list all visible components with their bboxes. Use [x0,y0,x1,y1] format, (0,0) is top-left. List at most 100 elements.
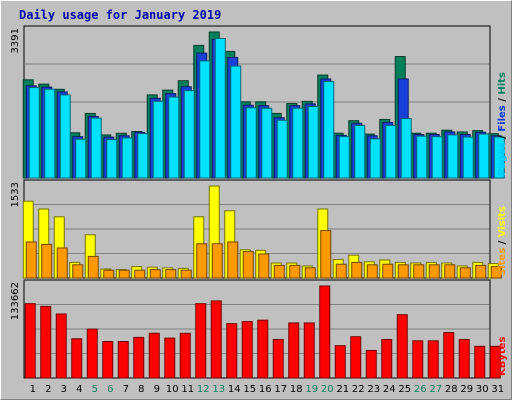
bar-kbytes-kbytes-5 [86,328,98,379]
bar-requests-pages-13 [214,38,226,179]
bar-requests-pages-15 [245,107,257,179]
bar-visits-sites-11 [180,269,192,279]
x-tick-label-1: 1 [30,384,36,395]
bar-requests-pages-17 [276,119,288,179]
ymax-label-requests: 3391 [10,28,21,53]
x-tick-label-18: 18 [290,384,303,395]
x-tick-label-3: 3 [61,384,67,395]
x-tick-label-9: 9 [154,384,160,395]
x-tick-label-11: 11 [181,384,194,395]
bar-kbytes-kbytes-23 [365,349,377,379]
bar-kbytes-kbytes-24 [381,338,393,379]
legend-requests: Pages / Files / Hits [497,72,508,176]
legend-visits: Sites / Visits [497,206,508,276]
bar-requests-pages-8 [137,133,149,179]
bar-requests-pages-20 [323,81,335,179]
bar-visits-sites-30 [475,264,487,279]
bar-kbytes-kbytes-28 [443,332,455,379]
x-tick-label-20: 20 [321,384,334,395]
bar-visits-sites-20 [320,230,332,279]
bar-requests-pages-24 [385,124,397,179]
bar-requests-pages-5 [90,117,102,179]
x-tick-label-29: 29 [460,384,473,395]
bar-visits-sites-4 [72,264,84,279]
bar-kbytes-kbytes-29 [458,338,470,379]
x-tick-label-21: 21 [336,384,349,395]
bar-visits-sites-13 [211,243,223,279]
bar-visits-sites-26 [413,264,425,279]
bar-kbytes-kbytes-18 [288,322,300,379]
bar-requests-pages-30 [478,133,490,179]
bar-kbytes-kbytes-11 [179,332,191,379]
bar-kbytes-kbytes-13 [210,300,222,379]
legend-entry-visits: Visits [497,206,508,237]
x-tick-label-19: 19 [305,384,318,395]
bar-visits-sites-25 [397,264,409,279]
bar-kbytes-kbytes-17 [272,338,284,379]
bar-kbytes-kbytes-20 [319,285,331,379]
bar-requests-pages-23 [369,138,381,179]
bar-requests-pages-3 [59,94,71,179]
bar-requests-pages-18 [292,107,304,179]
bar-visits-sites-21 [335,263,347,279]
bar-visits-sites-31 [490,266,502,279]
bar-visits-sites-1 [25,241,37,279]
bar-kbytes-kbytes-12 [195,303,207,379]
bar-visits-sites-5 [87,255,99,279]
x-tick-label-22: 22 [352,384,365,395]
bar-requests-pages-31 [493,136,505,179]
bar-visits-sites-16 [258,253,270,279]
bar-kbytes-kbytes-22 [350,336,362,379]
bar-kbytes-kbytes-31 [489,345,501,379]
x-tick-label-30: 30 [476,384,489,395]
bar-visits-sites-28 [444,264,456,279]
bar-kbytes-kbytes-16 [257,319,269,379]
legend-entry-files: Files [497,105,508,131]
bar-visits-sites-29 [459,267,471,279]
x-tick-label-5: 5 [92,384,98,395]
bar-visits-sites-9 [149,269,161,279]
chart-title: Daily usage for January 2019 [19,8,222,22]
x-tick-label-28: 28 [445,384,458,395]
x-tick-label-14: 14 [228,384,241,395]
x-tick-label-8: 8 [138,384,144,395]
bar-visits-sites-7 [118,269,130,279]
bar-requests-pages-29 [462,136,474,179]
bar-requests-pages-2 [44,88,56,179]
bar-visits-sites-17 [273,264,285,279]
bar-visits-sites-10 [165,269,177,279]
x-tick-label-26: 26 [414,384,427,395]
bar-requests-pages-10 [168,96,180,179]
bar-visits-sites-2 [41,243,53,279]
bar-kbytes-kbytes-4 [71,338,83,379]
bar-requests-pages-1 [28,87,40,179]
bar-visits-sites-23 [366,264,378,279]
bar-visits-sites-15 [242,251,254,279]
bar-requests-pages-11 [183,90,195,179]
x-tick-label-7: 7 [123,384,129,395]
bar-visits-sites-8 [134,269,146,279]
x-tick-label-10: 10 [166,384,179,395]
bar-visits-sites-18 [289,264,301,279]
x-tick-label-4: 4 [76,384,82,395]
bar-requests-pages-14 [230,65,242,179]
bar-requests-pages-6 [106,139,118,179]
bar-kbytes-kbytes-14 [226,323,238,379]
bar-requests-pages-27 [431,136,443,179]
bar-requests-pages-12 [199,60,211,179]
x-tick-label-31: 31 [491,384,504,395]
bar-requests-pages-22 [354,124,366,179]
bar-visits-sites-22 [351,261,363,279]
bar-kbytes-kbytes-2 [40,305,52,379]
x-tick-label-27: 27 [429,384,442,395]
x-tick-label-13: 13 [212,384,225,395]
bar-visits-sites-27 [428,264,440,279]
bar-requests-pages-28 [447,134,459,179]
bar-kbytes-kbytes-30 [474,345,486,379]
x-tick-label-15: 15 [243,384,256,395]
bar-kbytes-kbytes-15 [241,321,253,379]
legend-separator: / [497,95,508,106]
bar-requests-pages-19 [307,106,319,179]
bar-kbytes-kbytes-9 [148,332,160,379]
